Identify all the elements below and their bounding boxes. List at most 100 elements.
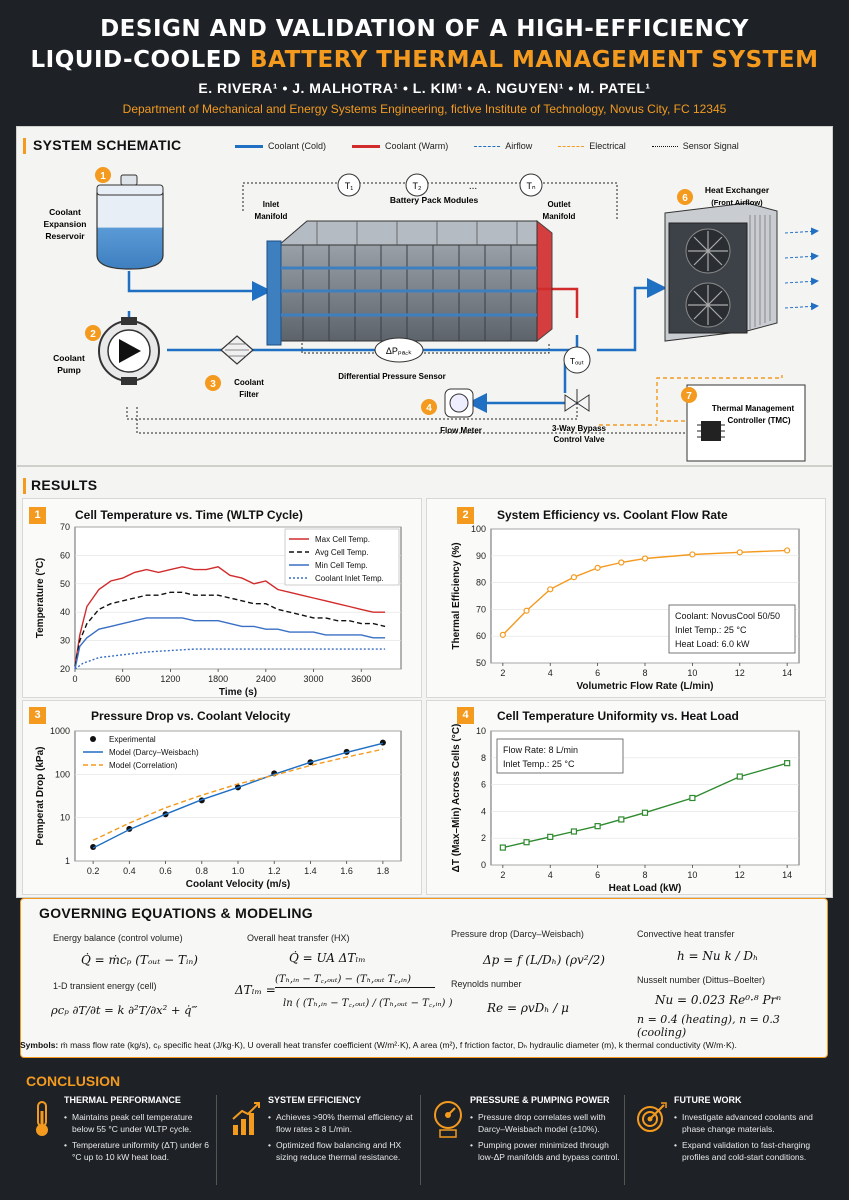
conclusion-col-1: THERMAL PERFORMANCE Maintains peak cell … — [24, 1095, 219, 1190]
legend-label: Coolant Inlet Temp. — [315, 574, 384, 583]
filter-number: 3 — [210, 379, 216, 390]
series-line — [74, 648, 386, 670]
x-tick-label: 2 — [500, 668, 505, 678]
meter-number: 4 — [426, 403, 432, 414]
conclusion-head-4: FUTURE WORK — [674, 1095, 742, 1105]
x-tick-label: 12 — [735, 668, 745, 678]
x-tick-label: 1.6 — [340, 866, 353, 876]
sensor-t2: T₂ — [413, 181, 422, 191]
y-tick-label: 4 — [481, 806, 486, 816]
y-tick-label: 10 — [60, 813, 70, 823]
filter-label-1: Coolant — [234, 378, 264, 387]
x-tick-label: 2400 — [256, 674, 276, 684]
hx-label-1: Heat Exchanger — [705, 185, 770, 195]
legend-sensor: Sensor Signal — [651, 141, 739, 151]
tmc-number: 7 — [686, 391, 692, 402]
schematic-title: SYSTEM SCHEMATIC — [33, 137, 182, 153]
pump-number-badge — [85, 325, 101, 341]
data-point — [523, 607, 530, 614]
data-point — [570, 828, 578, 835]
chart-2-number: 2 — [457, 507, 474, 524]
conclusion-section: CONCLUSION THERMAL PERFORMANCE Maintains… — [0, 1065, 849, 1200]
y-axis-label: Pemperat Drop (kPa) — [35, 747, 46, 846]
valve-label-1: 3-Way Bypass — [552, 424, 607, 433]
hx-label: Overall heat transfer (HX) — [247, 933, 350, 943]
title-line-2-accent: BATTERY THERMAL MANAGEMENT SYSTEM — [250, 47, 819, 73]
annotation-box — [496, 738, 624, 774]
y-tick-label: 50 — [476, 658, 486, 668]
hx-number: 6 — [682, 193, 688, 204]
dp-sensor-shape — [374, 337, 424, 363]
temperature-sensors — [337, 173, 543, 197]
conclusion-head-2: SYSTEM EFFICIENCY — [268, 1095, 362, 1105]
conclusion-item: Optimized flow balancing and HX sizing r… — [268, 1139, 418, 1163]
n-equation: n = 0.4 (heating), n = 0.3 (cooling) — [637, 1013, 780, 1039]
x-tick-label: 1.2 — [268, 866, 281, 876]
data-point — [594, 564, 601, 571]
data-point — [641, 809, 649, 816]
legend-sensor-line — [651, 145, 678, 147]
conclusion-list-4: Investigate advanced coolants and phase … — [674, 1111, 824, 1167]
energy-equation: Q̇ = ṁcₚ (Tₒᵤₜ − Tᵢₙ) — [81, 953, 198, 967]
annotation-box — [668, 604, 796, 654]
bypass-valve — [564, 389, 590, 412]
chip-icon — [697, 421, 725, 441]
x-tick-label: 0 — [72, 674, 77, 684]
legend-electrical: Electrical — [558, 141, 626, 151]
conclusion-item: Pressure drop correlates well with Darcy… — [470, 1111, 620, 1135]
conclusion-item: Achieves >90% thermal efficiency at flow… — [268, 1111, 418, 1135]
data-point — [523, 839, 530, 846]
conclusion-item: Expand validation to fast-charging profi… — [674, 1139, 824, 1163]
annotation-text: Heat Load: 6.0 kW — [675, 639, 750, 649]
dp-sensor-label: Differential Pressure Sensor — [338, 372, 446, 381]
chart-card-3: 3 Pressure Drop vs. Coolant Velocity 1 10… — [22, 700, 422, 895]
legend-airflow-line — [474, 145, 501, 147]
data-point — [594, 823, 601, 830]
data-point — [736, 773, 743, 780]
y-tick-label: 0 — [481, 860, 486, 870]
coolant-filter — [220, 335, 254, 365]
inlet-label-2: Manifold — [255, 212, 288, 221]
x-tick-label: 0.8 — [196, 866, 209, 876]
modules-label: Battery Pack Modules — [390, 195, 479, 205]
legend-label: Model (Correlation) — [109, 761, 178, 770]
series-line — [74, 591, 386, 667]
legend-label: Min Cell Temp. — [315, 561, 368, 570]
x-tick-label: 6 — [595, 668, 600, 678]
data-point — [570, 574, 578, 581]
dp-sensor-symbol: ΔPₚₐ꜀ₖ — [386, 346, 412, 356]
re-equation: Re = ρvDₕ / μ — [487, 1001, 569, 1015]
data-point — [689, 551, 696, 558]
chart-4-number: 4 — [457, 707, 474, 724]
x-tick-label: 10 — [687, 870, 697, 880]
y-tick-label: 60 — [60, 550, 70, 560]
tmc-number-badge — [681, 387, 697, 403]
y-tick-label: 2 — [481, 833, 486, 843]
legend-warm: Coolant (Warm) — [352, 141, 448, 151]
legend-label: Model (Darcy–Weisbach) — [109, 748, 199, 757]
x-tick-label: 6 — [595, 870, 600, 880]
meter-number-badge — [421, 399, 437, 415]
x-axis-label: Time (s) — [219, 687, 257, 698]
data-point — [547, 586, 554, 593]
conclusion-item: Temperature uniformity (ΔT) under 6 °C u… — [64, 1139, 214, 1163]
conclusion-item: Pumping power minimized through low-ΔP m… — [470, 1139, 620, 1163]
tmc-label-2: Controller (TMC) — [727, 416, 790, 425]
data-point — [90, 844, 97, 851]
x-tick-label: 0.4 — [123, 866, 136, 876]
reservoir-label-3: Reservoir — [45, 231, 85, 241]
chart-1-title: Cell Temperature vs. Time (WLTP Cycle) — [75, 508, 303, 522]
x-tick-label: 0.2 — [87, 866, 100, 876]
x-tick-label: 1.4 — [304, 866, 317, 876]
chart-1-plot: 20 30 40 50 60 70 0 600 1200 1800 2400 3000 3600 Time… — [35, 522, 402, 698]
conclusion-list-3: Pressure drop correlates well with Darcy… — [470, 1111, 620, 1167]
reservoir-number-badge — [95, 167, 111, 183]
conclusion-item: Investigate advanced coolants and phase … — [674, 1111, 824, 1135]
x-tick-label: 600 — [115, 674, 130, 684]
chart-3-plot: 1 10 100 1000 0.2 0.4 0.6 0.8 1.0 1.2 1.4 1.6 1.8 Coo… — [35, 726, 402, 890]
y-tick-label: 90 — [476, 551, 486, 561]
legend-cold-label: Coolant (Cold) — [268, 141, 327, 151]
x-tick-label: 1800 — [208, 674, 228, 684]
heat-exchanger — [664, 202, 778, 342]
legend-airflow: Airflow — [474, 141, 532, 151]
